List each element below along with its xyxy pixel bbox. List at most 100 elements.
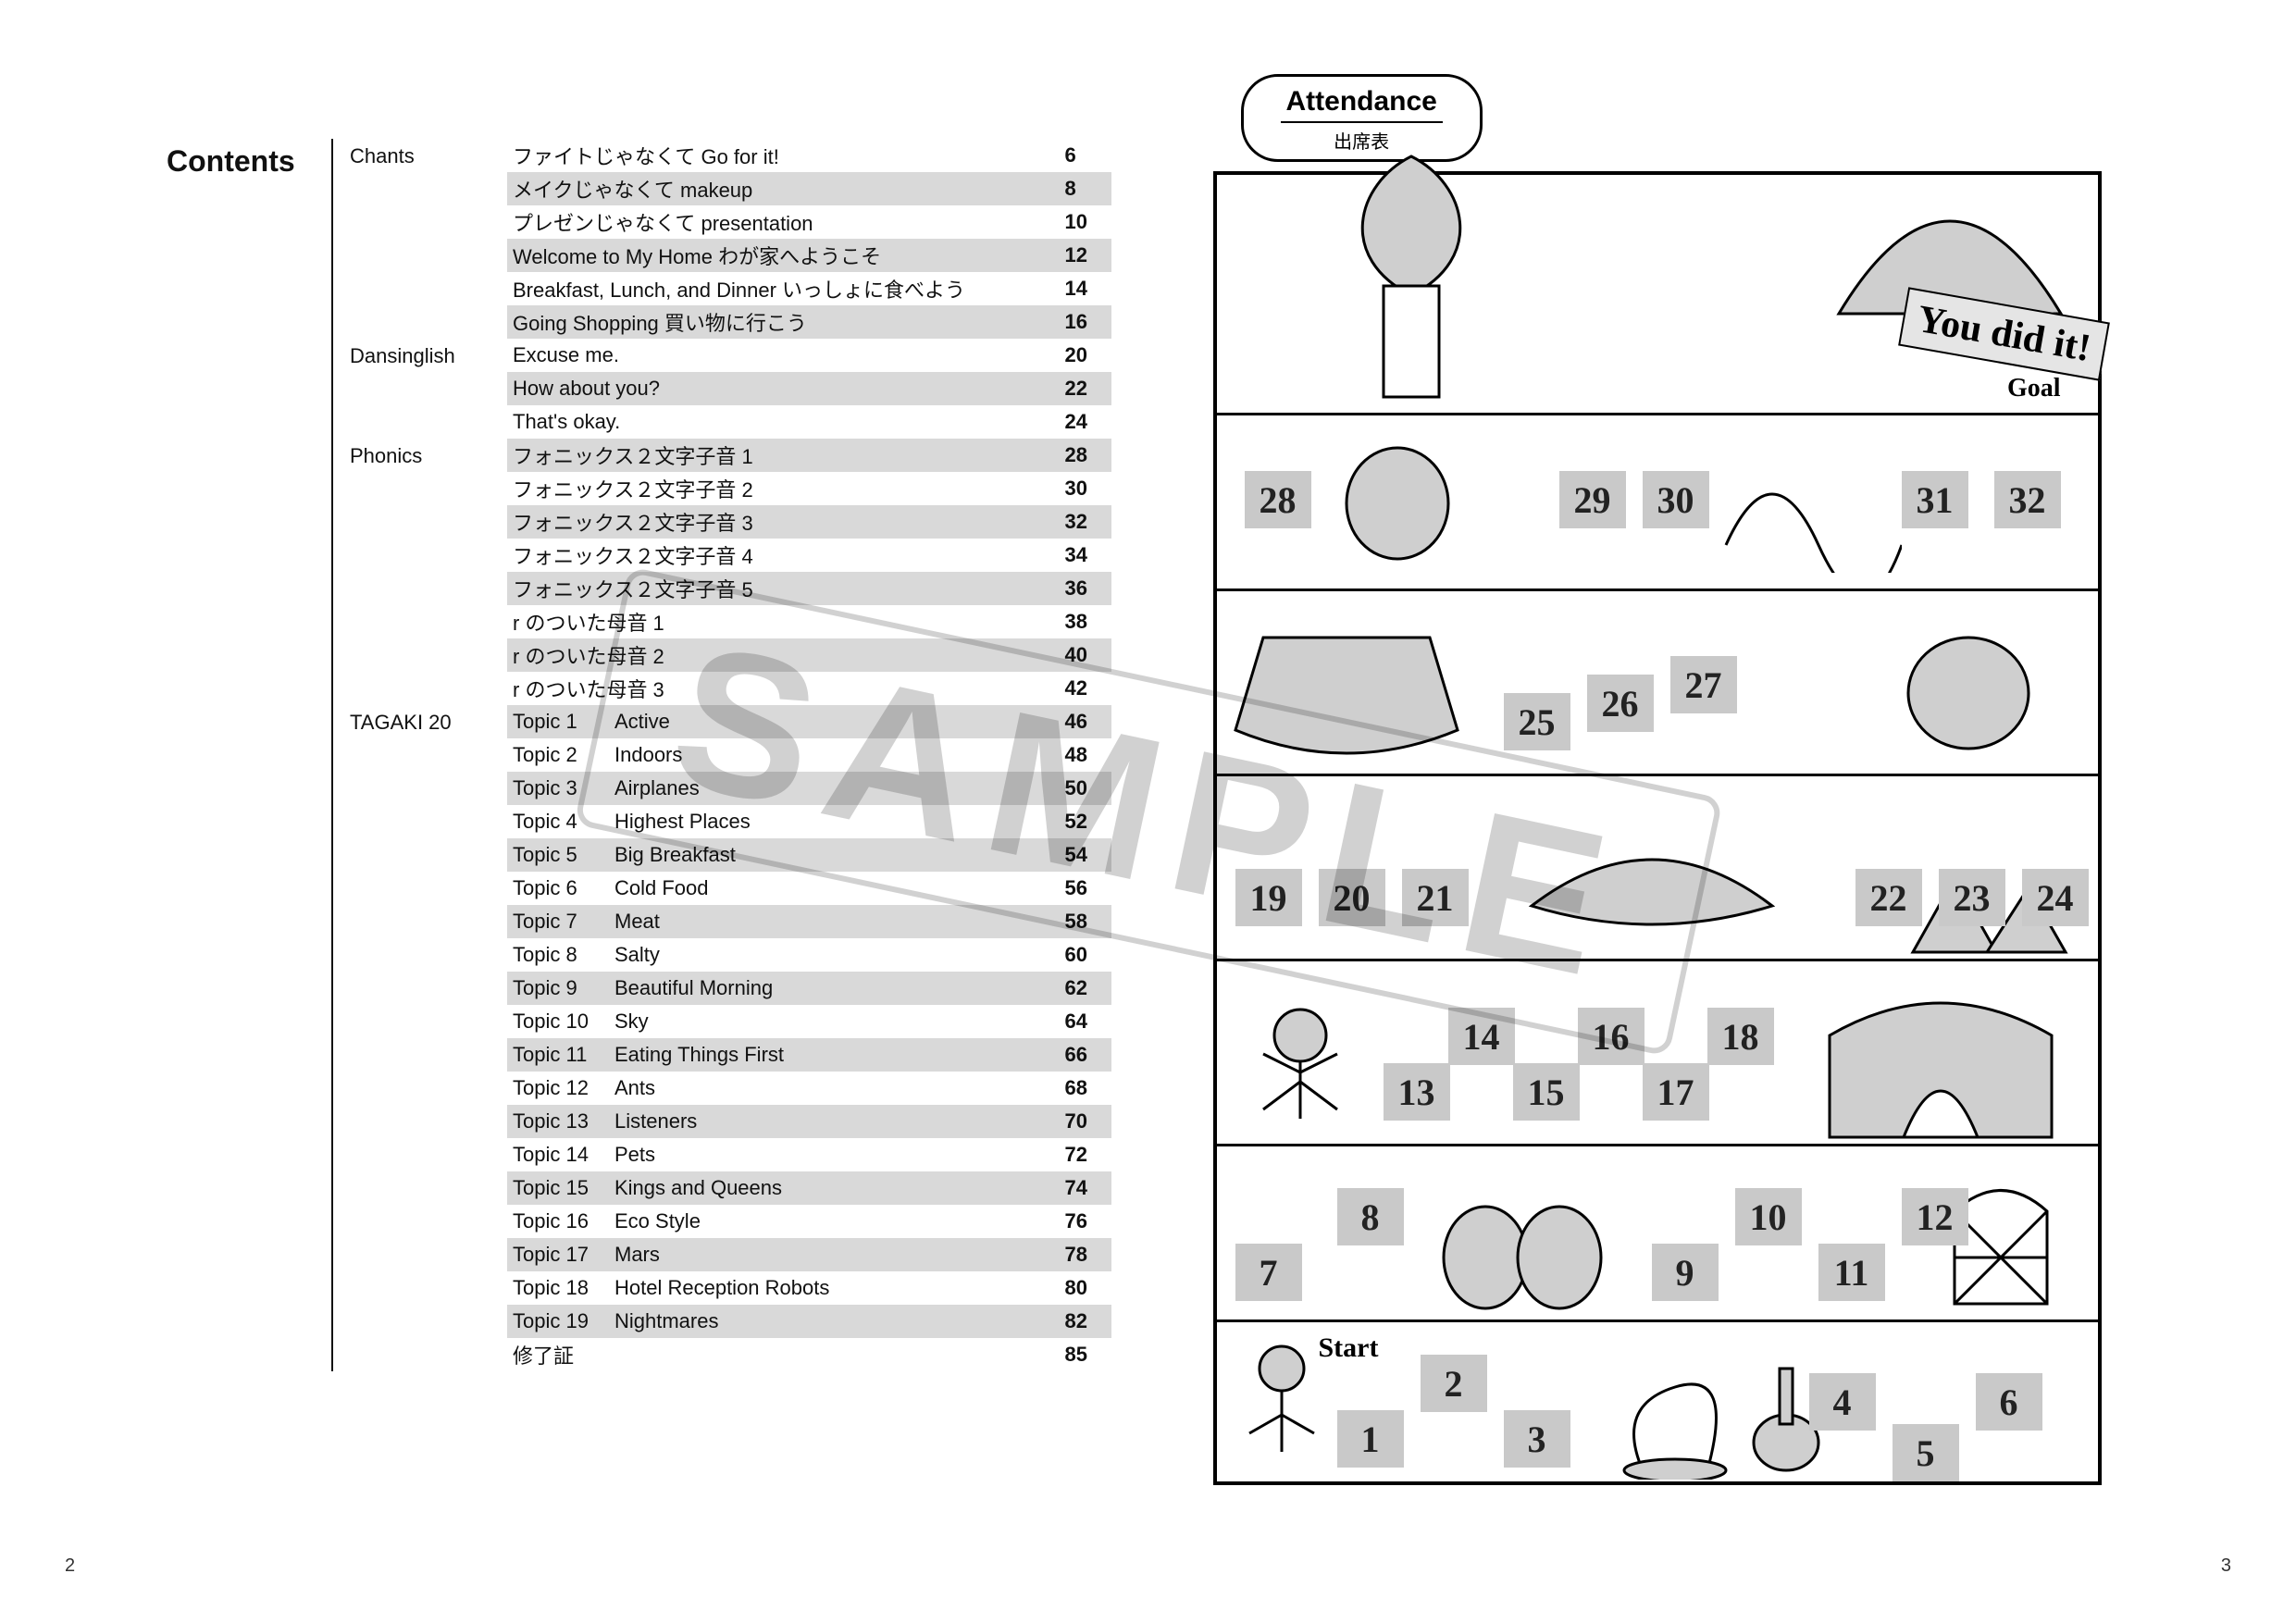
monster-icon bbox=[1894, 619, 2042, 758]
toc-row-page: 46 bbox=[1065, 710, 1111, 734]
toc-row-page: 28 bbox=[1065, 443, 1111, 467]
toc-row-title: Salty bbox=[614, 943, 1065, 967]
toc-row-title: Big Breakfast bbox=[614, 843, 1065, 867]
toc-row-title: Indoors bbox=[614, 743, 1065, 767]
toc-topic-number: Topic 5 bbox=[513, 843, 614, 867]
toc-row-page: 50 bbox=[1065, 776, 1111, 800]
toc-row-page: 78 bbox=[1065, 1243, 1111, 1267]
toc-row: Topic 3Airplanes50 bbox=[507, 772, 1111, 805]
toc-topic-number: Topic 3 bbox=[513, 776, 614, 800]
carpet-icon bbox=[1522, 804, 1781, 934]
snake2-icon bbox=[1606, 1332, 1744, 1480]
toc-section-rows: ファイトじゃなくて Go for it!6メイクじゃなくて makeup8 プレゼ… bbox=[507, 139, 1111, 339]
attendance-cell: 19 bbox=[1235, 869, 1302, 926]
toc-section: DansinglishExcuse me.20How about you?22T… bbox=[350, 339, 1111, 439]
attendance-cell: 5 bbox=[1893, 1424, 1959, 1481]
board-row-4: 131415161718 bbox=[1217, 961, 2098, 1146]
toc-section-rows: Excuse me.20How about you?22That's okay.… bbox=[507, 339, 1111, 439]
toc-row-title: メイクじゃなくて makeup bbox=[513, 174, 1065, 204]
snake-icon bbox=[1717, 434, 1902, 573]
toc-row: Topic 15Kings and Queens74 bbox=[507, 1171, 1111, 1205]
toc-row-page: 8 bbox=[1065, 177, 1111, 201]
toc-topic-number: Topic 16 bbox=[513, 1209, 614, 1233]
palace-icon bbox=[1272, 147, 1550, 415]
toc-row-page: 38 bbox=[1065, 610, 1111, 634]
attendance-cell: 28 bbox=[1245, 471, 1311, 528]
toc-row: フォニックス２文字子音 536 bbox=[507, 572, 1111, 605]
attendance-cell: 25 bbox=[1504, 693, 1570, 750]
toc-row: Breakfast, Lunch, and Dinner いっしょに食べよう14 bbox=[507, 272, 1111, 305]
board-row-5: 789101112 bbox=[1217, 1146, 2098, 1322]
toc-row-title: Cold Food bbox=[614, 876, 1065, 900]
genie-icon bbox=[1328, 434, 1467, 573]
toc-row: フォニックス２文字子音 434 bbox=[507, 539, 1111, 572]
attendance-cell: 9 bbox=[1652, 1244, 1719, 1301]
toc-row-title: Meat bbox=[614, 910, 1065, 934]
toc-row-title: 修了証 bbox=[513, 1340, 1065, 1369]
toc-row-page: 36 bbox=[1065, 576, 1111, 601]
toc-topic-number: Topic 7 bbox=[513, 910, 614, 934]
board-row-6: Start 123456 bbox=[1217, 1322, 2098, 1489]
toc-topic-number: Topic 13 bbox=[513, 1109, 614, 1134]
toc-section-label: Chants bbox=[350, 139, 507, 339]
toc-row-title: Welcome to My Home わが家へようこそ bbox=[513, 241, 1065, 270]
toc-row: Going Shopping 買い物に行こう16 bbox=[507, 305, 1111, 339]
toc-row-page: 14 bbox=[1065, 277, 1111, 301]
attendance-cell: 29 bbox=[1559, 471, 1626, 528]
toc-row-title: Ants bbox=[614, 1076, 1065, 1100]
attendance-cell: 6 bbox=[1976, 1373, 2042, 1431]
toc-row: Topic 14Pets72 bbox=[507, 1138, 1111, 1171]
attendance-cell: 26 bbox=[1587, 675, 1654, 732]
toc-row-page: 70 bbox=[1065, 1109, 1111, 1134]
toc-row-page: 52 bbox=[1065, 810, 1111, 834]
attendance-cell: 17 bbox=[1643, 1063, 1709, 1121]
toc-row-page: 10 bbox=[1065, 210, 1111, 234]
toc-row: Topic 9Beautiful Morning62 bbox=[507, 972, 1111, 1005]
toc-row: フォニックス２文字子音 332 bbox=[507, 505, 1111, 539]
toc-row: ファイトじゃなくて Go for it!6 bbox=[507, 139, 1111, 172]
toc-row: Topic 19Nightmares82 bbox=[507, 1305, 1111, 1338]
toc-row-page: 20 bbox=[1065, 343, 1111, 367]
right-page-number: 3 bbox=[2221, 1555, 2231, 1577]
toc-row-title: Kings and Queens bbox=[614, 1176, 1065, 1200]
toc-row-page: 62 bbox=[1065, 976, 1111, 1000]
toc-row-title: Sky bbox=[614, 1010, 1065, 1034]
toc-row-title: フォニックス２文字子音 1 bbox=[513, 440, 1065, 470]
toc-row-page: 68 bbox=[1065, 1076, 1111, 1100]
toc-topic-number: Topic 14 bbox=[513, 1143, 614, 1167]
toc-row-title: Excuse me. bbox=[513, 343, 1065, 367]
toc-row-title: フォニックス２文字子音 2 bbox=[513, 474, 1065, 503]
toc-section-rows: フォニックス２文字子音 128フォニックス２文字子音 230フォニックス２文字子… bbox=[507, 439, 1111, 705]
attendance-cell: 27 bbox=[1670, 656, 1737, 713]
toc-section: TAGAKI 20Topic 1Active46Topic 2Indoors48… bbox=[350, 705, 1111, 1371]
toc-row-page: 74 bbox=[1065, 1176, 1111, 1200]
toc-row-title: Eating Things First bbox=[614, 1043, 1065, 1067]
toc-row: Topic 8Salty60 bbox=[507, 938, 1111, 972]
attendance-cell: 1 bbox=[1337, 1410, 1404, 1468]
toc-row-page: 48 bbox=[1065, 743, 1111, 767]
toc-row-title: r のついた母音 2 bbox=[513, 640, 1065, 670]
toc-row: Topic 1Active46 bbox=[507, 705, 1111, 738]
attendance-cell: 20 bbox=[1319, 869, 1385, 926]
toc-row: プレゼンじゃなくて presentation10 bbox=[507, 205, 1111, 239]
toc-topic-number: Topic 17 bbox=[513, 1243, 614, 1267]
attendance-cell: 30 bbox=[1643, 471, 1709, 528]
toc-row: フォニックス２文字子音 128 bbox=[507, 439, 1111, 472]
toc-row: Topic 4Highest Places52 bbox=[507, 805, 1111, 838]
attendance-cell: 14 bbox=[1448, 1008, 1515, 1065]
toc-topic-number: Topic 2 bbox=[513, 743, 614, 767]
toc-row-title: Active bbox=[614, 710, 1065, 734]
toc-section: Chantsファイトじゃなくて Go for it!6メイクじゃなくて make… bbox=[350, 139, 1111, 339]
toc-row-page: 24 bbox=[1065, 410, 1111, 434]
toc-row: Topic 7Meat58 bbox=[507, 905, 1111, 938]
toc-row: Topic 10Sky64 bbox=[507, 1005, 1111, 1038]
toc-row: r のついた母音 240 bbox=[507, 638, 1111, 672]
toc-row-page: 6 bbox=[1065, 143, 1111, 167]
board-row-2: 25 26 27 bbox=[1217, 591, 2098, 776]
toc-topic-number: Topic 4 bbox=[513, 810, 614, 834]
toc-row-title: Hotel Reception Robots bbox=[614, 1276, 1065, 1300]
left-page: Contents Chantsファイトじゃなくて Go for it!6メイクじ… bbox=[0, 0, 1148, 1623]
toc-row-title: r のついた母音 1 bbox=[513, 607, 1065, 637]
toc-row-page: 56 bbox=[1065, 876, 1111, 900]
toc-row-title: That's okay. bbox=[513, 410, 1065, 434]
